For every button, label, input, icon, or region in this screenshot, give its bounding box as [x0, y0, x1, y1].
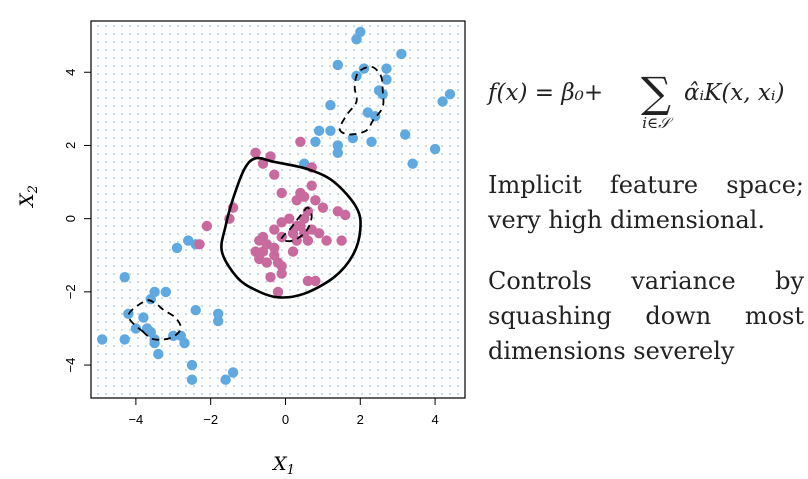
data-point-blue	[429, 143, 441, 155]
data-point-blue	[179, 337, 190, 349]
data-point-blue	[407, 158, 418, 169]
data-point-blue	[313, 125, 325, 136]
data-point-blue	[130, 323, 142, 334]
y-tick-label: −4	[63, 358, 78, 373]
data-point-blue	[153, 348, 164, 360]
data-point-blue	[213, 315, 224, 327]
plot-background	[91, 21, 465, 398]
data-point-blue	[325, 125, 336, 136]
x-tick-label: 0	[282, 412, 289, 427]
data-point-blue	[145, 294, 156, 305]
data-point-blue	[220, 374, 231, 385]
data-point-blue	[396, 48, 407, 60]
plot-frame	[90, 20, 466, 399]
data-point-blue	[227, 367, 239, 378]
kernel-formula: f(x) = β₀+ ∑ i∈𝒮 α̂ᵢK(x, xᵢ)	[488, 72, 804, 142]
data-point-blue	[400, 129, 411, 140]
data-point-pink	[269, 169, 280, 180]
data-point-blue	[325, 100, 336, 111]
data-point-blue	[213, 308, 224, 319]
scatter-plot: −4 −2 0 2 4 −4 −2 0 2 4 X1 X2	[16, 20, 466, 478]
decision-boundary-solid	[220, 156, 362, 299]
data-point-pink	[276, 268, 287, 279]
decision-boundary-dashed	[280, 206, 313, 243]
data-point-blue	[332, 140, 343, 151]
data-point-blue	[190, 305, 201, 316]
data-point-pink	[261, 257, 272, 268]
data-point-pink	[257, 231, 269, 243]
data-point-pink	[295, 136, 306, 147]
data-point-blue	[444, 89, 456, 100]
data-point-pink	[306, 180, 317, 191]
data-point-pink	[313, 228, 325, 239]
data-point-pink	[302, 235, 314, 246]
description-controls-variance: Controls variance by squashing down most…	[488, 267, 804, 365]
data-point-pink	[201, 220, 213, 232]
data-point-blue	[160, 286, 171, 298]
y-tick-label: −2	[63, 284, 78, 299]
data-point-pink	[291, 220, 302, 232]
data-point-pink	[269, 242, 280, 254]
data-point-pink	[310, 275, 321, 287]
decision-boundary-dashed	[338, 65, 385, 136]
data-point-pink	[287, 246, 299, 257]
data-point-pink	[310, 195, 321, 206]
data-point-blue	[355, 26, 366, 38]
data-point-pink	[276, 187, 287, 199]
y-tick-label: 4	[63, 69, 78, 76]
x-axis-label: X1	[271, 453, 295, 478]
description-implicit-feature-space: Implicit feature space; very high dimens…	[488, 171, 804, 234]
data-point-blue	[381, 63, 392, 74]
data-point-pink	[340, 209, 351, 221]
data-point-pink	[336, 235, 347, 246]
sum-subscript: i∈𝒮	[642, 114, 670, 132]
formula-rhs: α̂ᵢK(x, xᵢ)	[684, 80, 785, 106]
formula-lhs: f(x) = β₀+	[488, 80, 604, 106]
data-point-blue	[366, 136, 377, 147]
summation-block: ∑ i∈𝒮	[632, 68, 680, 133]
data-point-pink	[302, 275, 314, 287]
data-point-blue	[347, 132, 358, 144]
data-point-pink	[321, 235, 332, 246]
data-point-blue	[332, 59, 343, 71]
data-point-blue	[377, 89, 388, 100]
y-tick-label: 2	[63, 142, 78, 149]
data-point-pink	[257, 158, 269, 169]
x-tick-label: −4	[128, 412, 143, 427]
data-point-blue	[138, 312, 149, 323]
data-point-blue	[332, 147, 343, 158]
data-point-blue	[310, 136, 321, 147]
x-tick-label: 2	[357, 412, 364, 427]
data-point-blue	[97, 334, 108, 345]
data-point-blue	[119, 272, 130, 283]
data-point-pink	[265, 272, 276, 283]
data-point-pink	[272, 286, 284, 298]
x-tick-label: −2	[203, 412, 218, 427]
sum-symbol: ∑	[641, 68, 671, 117]
data-point-blue	[437, 96, 448, 107]
data-point-blue	[381, 74, 392, 85]
data-point-pink	[269, 224, 280, 235]
data-point-pink	[284, 213, 295, 224]
data-point-pink	[250, 147, 261, 158]
y-tick-label: 0	[63, 215, 78, 222]
data-point-pink	[291, 195, 302, 206]
data-point-pink	[194, 239, 205, 250]
data-point-blue	[171, 242, 183, 254]
x-tick-label: 4	[431, 412, 438, 427]
data-point-blue	[183, 235, 194, 246]
data-point-pink	[272, 257, 284, 268]
y-axis-label: X2	[16, 185, 41, 209]
data-point-blue	[186, 359, 198, 371]
data-point-blue	[186, 374, 198, 385]
data-point-pink	[317, 202, 329, 213]
data-point-blue	[119, 334, 130, 345]
decision-boundary-dashed	[127, 299, 182, 341]
